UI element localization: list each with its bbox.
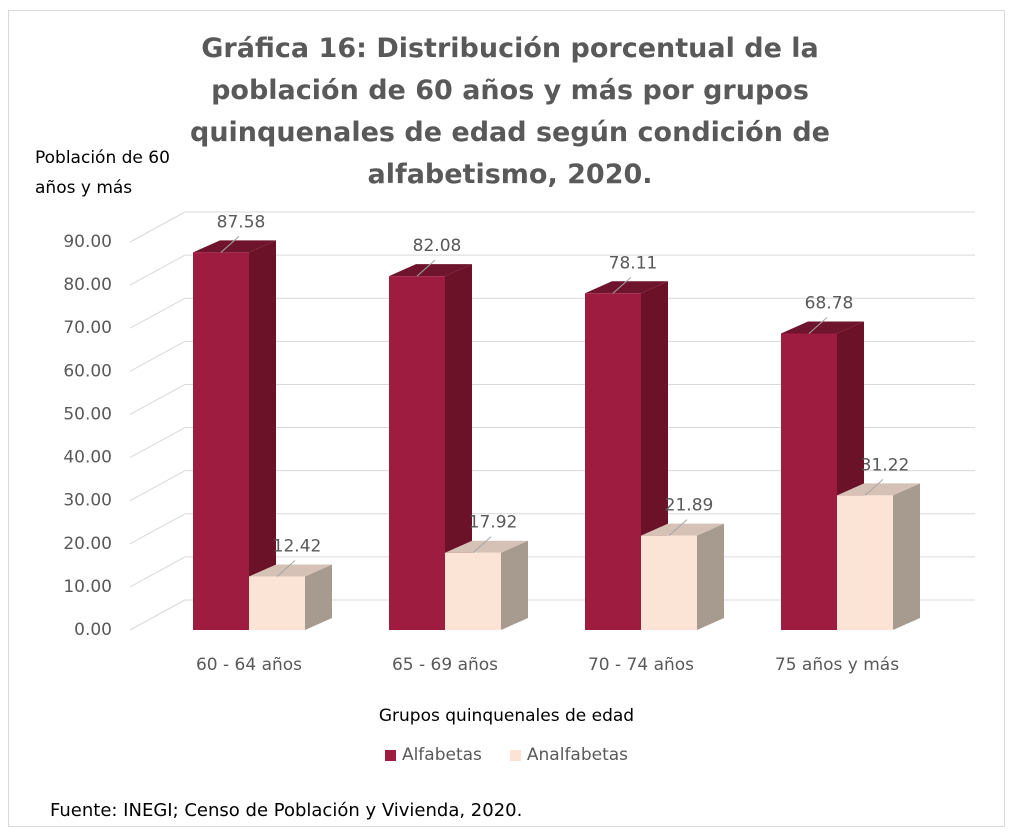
bar-top bbox=[389, 264, 472, 277]
legend: Alfabetas Analfabetas bbox=[0, 745, 1013, 765]
y-tick-label: 80.00 bbox=[63, 275, 112, 295]
y-tick-label: 50.00 bbox=[63, 404, 112, 424]
source-note: Fuente: INEGI; Censo de Población y Vivi… bbox=[50, 800, 523, 821]
legend-label: Analfabetas bbox=[526, 745, 629, 765]
x-axis-label: Grupos quinquenales de edad bbox=[378, 706, 635, 726]
bar-side bbox=[445, 264, 472, 630]
y-tick-label: 70.00 bbox=[63, 318, 112, 338]
bar-top bbox=[249, 564, 332, 577]
x-tick-label: 60 - 64 años bbox=[196, 655, 302, 675]
bar-top bbox=[585, 281, 668, 294]
y-tick-label: 20.00 bbox=[63, 534, 112, 554]
grid-line bbox=[129, 556, 186, 588]
bar-side bbox=[697, 523, 724, 630]
y-tick-label: 60.00 bbox=[63, 361, 112, 381]
bar bbox=[641, 535, 697, 630]
legend-item: Analfabetas bbox=[509, 745, 629, 765]
data-label: 21.89 bbox=[665, 496, 714, 516]
bar-side bbox=[893, 483, 920, 630]
chart-frame bbox=[8, 10, 1005, 827]
bar-side bbox=[501, 540, 528, 630]
bar bbox=[585, 293, 641, 630]
x-tick-label: 65 - 69 años bbox=[392, 655, 498, 675]
grid-line bbox=[129, 427, 186, 458]
grid-line bbox=[129, 297, 186, 329]
label-leader bbox=[668, 519, 688, 537]
bar-top bbox=[445, 540, 528, 553]
label-leader bbox=[612, 276, 632, 294]
bar-top bbox=[641, 523, 724, 536]
y-tick-label: 0.00 bbox=[74, 620, 112, 640]
y-axis-label: Población de 60 años y más bbox=[35, 148, 170, 198]
grid-line bbox=[129, 211, 186, 243]
label-leader bbox=[472, 536, 492, 554]
chart-title: Gráfica 16: Distribución porcentual de l… bbox=[190, 33, 830, 190]
bar-side bbox=[249, 240, 276, 630]
y-tick-label: 90.00 bbox=[63, 232, 112, 252]
x-tick-label: 75 años y más bbox=[775, 655, 899, 675]
grid-line bbox=[129, 470, 186, 502]
bar bbox=[389, 276, 445, 630]
y-tick-label: 30.00 bbox=[63, 491, 112, 511]
grid-line bbox=[129, 254, 186, 286]
data-label: 82.08 bbox=[413, 236, 462, 256]
chart: 0.00 10.00 20.00 30.00 40.00 50.00 60.00 70.00 8… bbox=[63, 211, 975, 675]
bar bbox=[193, 252, 249, 630]
legend-label: Alfabetas bbox=[401, 745, 482, 765]
grid-line bbox=[129, 599, 186, 631]
legend-item: Alfabetas bbox=[384, 745, 482, 765]
bar-top bbox=[837, 483, 920, 496]
legend-swatch bbox=[384, 749, 396, 761]
bar bbox=[249, 576, 305, 630]
label-leader bbox=[416, 259, 436, 277]
bar-top bbox=[781, 321, 864, 334]
bar bbox=[781, 333, 837, 630]
bar-top bbox=[193, 240, 276, 253]
y-tick-label: 10.00 bbox=[63, 577, 112, 597]
label-leader bbox=[276, 560, 296, 577]
data-label: 31.22 bbox=[861, 455, 910, 475]
grid-line bbox=[129, 340, 186, 372]
label-leader bbox=[808, 317, 828, 334]
legend-swatch bbox=[509, 749, 521, 761]
grid-line bbox=[129, 384, 186, 415]
grid-line bbox=[129, 513, 186, 545]
bar bbox=[837, 495, 893, 630]
data-label: 78.11 bbox=[609, 253, 658, 273]
y-tick-label: 40.00 bbox=[63, 448, 112, 468]
data-label: 68.78 bbox=[805, 293, 854, 313]
bar bbox=[445, 552, 501, 630]
data-label: 12.42 bbox=[273, 536, 322, 556]
data-label: 87.58 bbox=[217, 212, 266, 232]
label-leader bbox=[220, 236, 240, 253]
bar-side bbox=[305, 564, 332, 630]
x-tick-label: 70 - 74 años bbox=[588, 655, 694, 675]
data-label: 17.92 bbox=[469, 513, 518, 533]
label-leader bbox=[864, 479, 884, 496]
